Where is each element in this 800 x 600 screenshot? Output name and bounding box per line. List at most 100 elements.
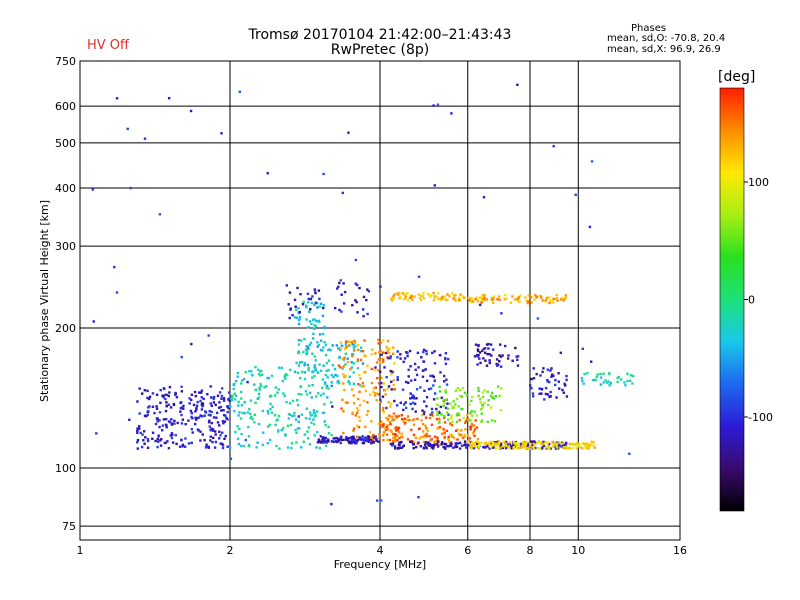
data-point [388, 420, 392, 424]
data-point [307, 369, 310, 372]
data-point [207, 421, 211, 424]
data-point [357, 348, 360, 352]
data-point [298, 361, 302, 364]
data-point [399, 401, 402, 404]
data-point [398, 443, 401, 447]
data-point [544, 299, 548, 302]
data-point [332, 437, 335, 440]
data-point [240, 382, 243, 385]
data-point [218, 430, 221, 433]
data-point [200, 391, 203, 394]
data-point [415, 388, 419, 391]
data-point [297, 339, 300, 342]
data-point [388, 438, 392, 442]
data-point [517, 447, 520, 450]
data-point [162, 418, 166, 421]
data-point [221, 420, 225, 423]
data-point [491, 297, 494, 300]
data-point [400, 432, 403, 435]
data-point [297, 343, 301, 346]
data-point [226, 418, 229, 421]
data-point [440, 441, 444, 444]
data-point [306, 437, 310, 440]
data-point [438, 353, 442, 357]
data-point [270, 374, 274, 377]
data-point [330, 401, 333, 404]
data-point [435, 407, 438, 411]
data-point [201, 405, 204, 408]
data-point [431, 374, 434, 377]
data-point [366, 364, 369, 367]
data-point [342, 431, 345, 435]
data-point [377, 393, 380, 396]
data-point [556, 446, 559, 449]
data-point [420, 419, 423, 422]
data-point [387, 401, 390, 404]
data-point [372, 387, 376, 390]
data-point [540, 392, 543, 395]
data-point [323, 420, 326, 423]
x-tick-label: 2 [227, 544, 234, 557]
data-point [322, 436, 325, 439]
data-point [313, 434, 316, 437]
data-point [377, 422, 381, 425]
data-point [395, 425, 398, 429]
data-point [190, 415, 193, 419]
data-point [287, 417, 290, 420]
y-tick-label: 600 [55, 100, 76, 113]
data-point [342, 302, 346, 305]
data-point [285, 284, 288, 287]
data-point [401, 388, 405, 391]
data-point [412, 423, 416, 426]
data-point [393, 436, 396, 439]
data-point [286, 446, 290, 449]
data-point [411, 407, 414, 411]
data-point [322, 172, 325, 176]
data-point [444, 391, 447, 394]
data-point [234, 430, 237, 434]
data-point [509, 301, 513, 305]
data-point [287, 303, 290, 306]
data-point [523, 445, 527, 449]
data-point [517, 300, 520, 303]
data-point [503, 298, 506, 301]
data-point [187, 419, 190, 422]
data-point [344, 352, 347, 355]
data-point [297, 364, 301, 367]
data-point [438, 443, 441, 447]
data-point [476, 299, 480, 303]
data-point [560, 445, 563, 448]
data-point [362, 315, 365, 318]
data-point [231, 394, 234, 397]
data-point [526, 442, 529, 445]
data-point [169, 434, 172, 437]
y-axis-label: Stationary phase Virtual Height [km] [38, 200, 51, 402]
data-point [284, 377, 287, 380]
data-point [179, 410, 182, 413]
data-point [218, 437, 221, 440]
data-point [296, 286, 299, 290]
data-point [322, 411, 326, 415]
data-point [156, 437, 159, 441]
data-point [454, 443, 457, 446]
data-point [347, 131, 350, 134]
data-point [587, 447, 590, 450]
data-point [337, 440, 340, 443]
data-point [351, 388, 354, 391]
data-point [385, 406, 388, 410]
data-point [436, 443, 439, 446]
data-point [181, 443, 185, 446]
data-point [306, 346, 310, 349]
data-point [381, 406, 385, 410]
data-point [516, 355, 520, 358]
data-point [499, 446, 502, 450]
data-point [524, 296, 527, 299]
data-point [408, 349, 412, 353]
data-point [336, 374, 339, 378]
data-point [564, 294, 567, 297]
data-point [529, 384, 532, 387]
data-point [476, 348, 480, 351]
data-point [334, 439, 338, 443]
data-point [438, 426, 441, 429]
